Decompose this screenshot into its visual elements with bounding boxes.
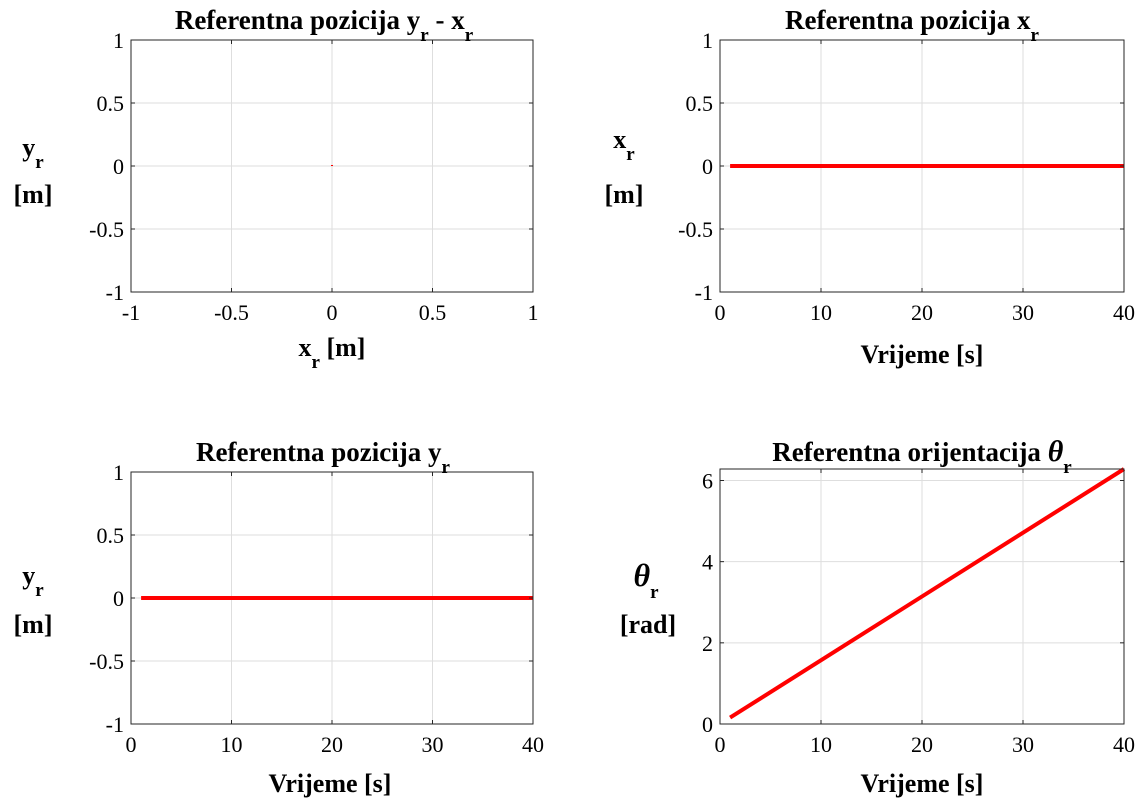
x-tick-label: 0 [126, 732, 137, 757]
y-tick-label: 0 [113, 154, 124, 179]
chart-title: Referentna pozicija yr [196, 437, 450, 478]
x-axis-label: Vrijeme [s] [861, 769, 984, 798]
y-tick-label: -0.5 [89, 217, 124, 242]
chart-title: Referentna pozicija xr [785, 5, 1039, 46]
y-axis-label: yr [22, 133, 44, 173]
y-axis-unit: [m] [605, 180, 644, 209]
x-tick-label: 40 [1113, 300, 1135, 325]
x-axis-label: xr [m] [299, 333, 366, 373]
y-tick-label: -1 [106, 712, 124, 737]
y-tick-label: 6 [702, 468, 713, 493]
x-axis-label: Vrijeme [s] [269, 769, 392, 798]
y-tick-label: -1 [695, 280, 713, 305]
x-tick-label: 10 [221, 732, 243, 757]
x-tick-label: 30 [1012, 300, 1034, 325]
panel-xr: 0 10 20 30 40 -1 -0.5 0 0.5 1 Referentna pozicija… [605, 5, 1135, 369]
y-tick-label: 1 [702, 28, 713, 53]
y-axis-label: yr [22, 561, 44, 601]
y-tick-label: 0 [702, 712, 713, 737]
y-tick-label: 4 [702, 550, 713, 575]
x-tick-label: 10 [810, 300, 832, 325]
panel-yr-vs-xr: -1 -0.5 0 0.5 1 -1 -0.5 0 0.5 1 Referentna pozici… [14, 5, 539, 373]
x-tick-label: 1 [528, 300, 539, 325]
x-tick-label: 40 [1113, 732, 1135, 757]
panel-theta-r: 0 10 20 30 40 0 2 4 6 Referentna orijentacija θr… [620, 435, 1135, 798]
y-axis-unit: [m] [14, 610, 53, 639]
x-tick-label: 20 [911, 300, 933, 325]
y-tick-label: 0.5 [97, 91, 125, 116]
x-tick-label: -0.5 [214, 300, 249, 325]
x-tick-label: 30 [1012, 732, 1034, 757]
y-tick-label: 1 [113, 28, 124, 53]
y-tick-label: -1 [106, 280, 124, 305]
y-tick-label: 0.5 [686, 91, 714, 116]
x-axis-label: Vrijeme [s] [861, 340, 984, 369]
x-tick-label: 40 [522, 732, 544, 757]
y-axis-label: θr [633, 557, 659, 603]
panel-yr: 0 10 20 30 40 -1 -0.5 0 0.5 1 Referentna pozicija… [14, 437, 544, 798]
x-tick-label: 0.5 [419, 300, 447, 325]
y-tick-label: 0.5 [97, 523, 125, 548]
x-tick-label: 10 [810, 732, 832, 757]
series-line [729, 467, 1126, 720]
x-tick-label: 0 [715, 732, 726, 757]
x-tick-label: 20 [911, 732, 933, 757]
x-tick-label: 0 [327, 300, 338, 325]
y-axis-unit: [m] [14, 180, 53, 209]
y-tick-label: 0 [702, 154, 713, 179]
y-tick-label: 2 [702, 631, 713, 656]
chart-title: Referentna orijentacija θr [772, 435, 1072, 478]
x-tick-label: 0 [715, 300, 726, 325]
y-tick-label: 1 [113, 460, 124, 485]
y-axis-label: xr [613, 125, 635, 165]
y-tick-label: -0.5 [89, 649, 124, 674]
x-tick-label: -1 [122, 300, 140, 325]
chart-title: Referentna pozicija yr - xr [175, 5, 474, 46]
y-axis-unit: [rad] [620, 610, 676, 639]
x-tick-label: 20 [321, 732, 343, 757]
x-tick-label: 30 [422, 732, 444, 757]
y-tick-label: 0 [113, 586, 124, 611]
y-tick-label: -0.5 [678, 217, 713, 242]
